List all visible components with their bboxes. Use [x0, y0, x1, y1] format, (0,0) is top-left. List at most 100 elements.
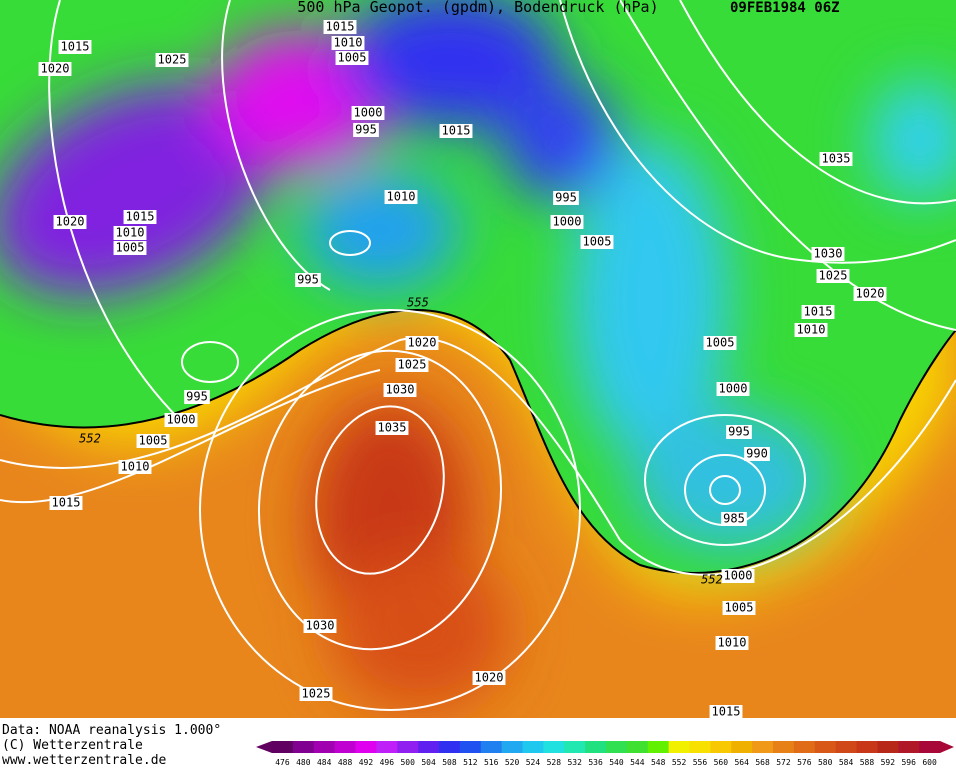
- colorbar-cell: [397, 741, 419, 753]
- colorbar-cell: [898, 741, 920, 753]
- isobar-label: 1000: [721, 569, 755, 583]
- label-bg: [819, 152, 853, 166]
- label-text: 1020: [56, 215, 85, 229]
- colorbar-label: 512: [463, 758, 478, 767]
- label-text: 1000: [354, 106, 383, 120]
- label-bg: [811, 247, 845, 261]
- label-bg: [351, 106, 385, 120]
- label-text: 1020: [41, 62, 70, 76]
- isobar-label: 995: [184, 390, 210, 404]
- isobar-label: 1015: [439, 124, 473, 138]
- isobar-label: 1010: [794, 323, 828, 337]
- colorbar-label: 532: [567, 758, 582, 767]
- colorbar-cell: [731, 741, 753, 753]
- colorbar-label: 584: [839, 758, 854, 767]
- isobar-label: 1025: [395, 358, 429, 372]
- colorbar-label: 588: [860, 758, 875, 767]
- label-text: 1030: [814, 247, 843, 261]
- label-text: 1020: [408, 336, 437, 350]
- label-bg: [113, 241, 147, 255]
- label-text: 1015: [712, 705, 741, 719]
- label-bg: [136, 434, 170, 448]
- isobar-label: 1025: [816, 269, 850, 283]
- colorbar-cell: [522, 741, 544, 753]
- label-bg: [353, 123, 379, 137]
- geopotential-label: 552: [79, 432, 101, 446]
- label-bg: [801, 305, 835, 319]
- isobar-label: 1005: [703, 336, 737, 350]
- label-bg: [703, 336, 737, 350]
- isobar-label: 1015: [323, 20, 357, 34]
- isobar-label: 1010: [118, 460, 152, 474]
- colorbar-label: 476: [275, 758, 290, 767]
- label-text: 1020: [475, 671, 504, 685]
- label-bg: [335, 51, 369, 65]
- label-bg: [375, 421, 409, 435]
- label-text: 1025: [302, 687, 331, 701]
- label-text: 1010: [121, 460, 150, 474]
- label-bg: [472, 671, 506, 685]
- isobar-label: 1005: [136, 434, 170, 448]
- label-bg: [721, 512, 747, 526]
- label-text: 1025: [819, 269, 848, 283]
- isobar-label: 995: [295, 273, 321, 287]
- label-text: 1015: [804, 305, 833, 319]
- isobar-label: 995: [353, 123, 379, 137]
- label-text: 1000: [167, 413, 196, 427]
- colorbar-label: 520: [505, 758, 520, 767]
- colorbar-label: 552: [672, 758, 687, 767]
- label-text: 1005: [583, 235, 612, 249]
- label-text: 1025: [158, 53, 187, 67]
- colorbar-label: 524: [526, 758, 541, 767]
- label-bg: [164, 413, 198, 427]
- isobar-label: 1030: [811, 247, 845, 261]
- label-bg: [709, 705, 743, 719]
- isobar-label: 1005: [113, 241, 147, 255]
- isobar-label: 1005: [580, 235, 614, 249]
- colorbar-cell: [334, 741, 356, 753]
- data-source: Data: NOAA reanalysis 1.000°: [2, 723, 221, 738]
- label-text: 1005: [116, 241, 145, 255]
- colorbar-label: 536: [588, 758, 603, 767]
- label-text: 1000: [719, 382, 748, 396]
- map-field: [0, 0, 956, 718]
- label-bg: [853, 287, 887, 301]
- label-text: 1025: [398, 358, 427, 372]
- colorbar-arrow: [256, 741, 272, 753]
- map-title: 500 hPa Geopot. (gpdm), Bodendruck (hPa): [297, 0, 658, 16]
- label-bg: [331, 36, 365, 50]
- isobar-label: 1030: [383, 383, 417, 397]
- map-date: 09FEB1984 06Z: [730, 0, 840, 16]
- colorbar-cell: [564, 741, 586, 753]
- colorbar-label: 504: [421, 758, 436, 767]
- colorbar-label: 592: [881, 758, 896, 767]
- colorbar-cell: [439, 741, 461, 753]
- label-bg: [716, 382, 750, 396]
- colorbar-label: 516: [484, 758, 499, 767]
- isobar-label: 995: [553, 191, 579, 205]
- colorbar-cell: [501, 741, 523, 753]
- label-text: 995: [728, 425, 750, 439]
- colorbar-cell: [272, 741, 294, 753]
- label-text: 1005: [706, 336, 735, 350]
- isobar-label: 1015: [801, 305, 835, 319]
- label-text: 985: [723, 512, 745, 526]
- label-text: 555: [407, 296, 429, 310]
- label-text: 990: [746, 447, 768, 461]
- label-bg: [553, 191, 579, 205]
- label-bg: [155, 53, 189, 67]
- isobar-label: 1030: [303, 619, 337, 633]
- colorbar-cell: [877, 741, 899, 753]
- label-bg: [383, 383, 417, 397]
- copyright: (C) Wetterzentrale: [2, 738, 143, 753]
- colorbar-label: 560: [714, 758, 729, 767]
- label-text: 1015: [61, 40, 90, 54]
- label-text: 1005: [338, 51, 367, 65]
- isobar-label: 1005: [335, 51, 369, 65]
- label-text: 1000: [553, 215, 582, 229]
- colorbar-label: 576: [797, 758, 812, 767]
- label-text: 1000: [724, 569, 753, 583]
- colorbar-label: 556: [693, 758, 708, 767]
- colorbar-label: 488: [338, 758, 353, 767]
